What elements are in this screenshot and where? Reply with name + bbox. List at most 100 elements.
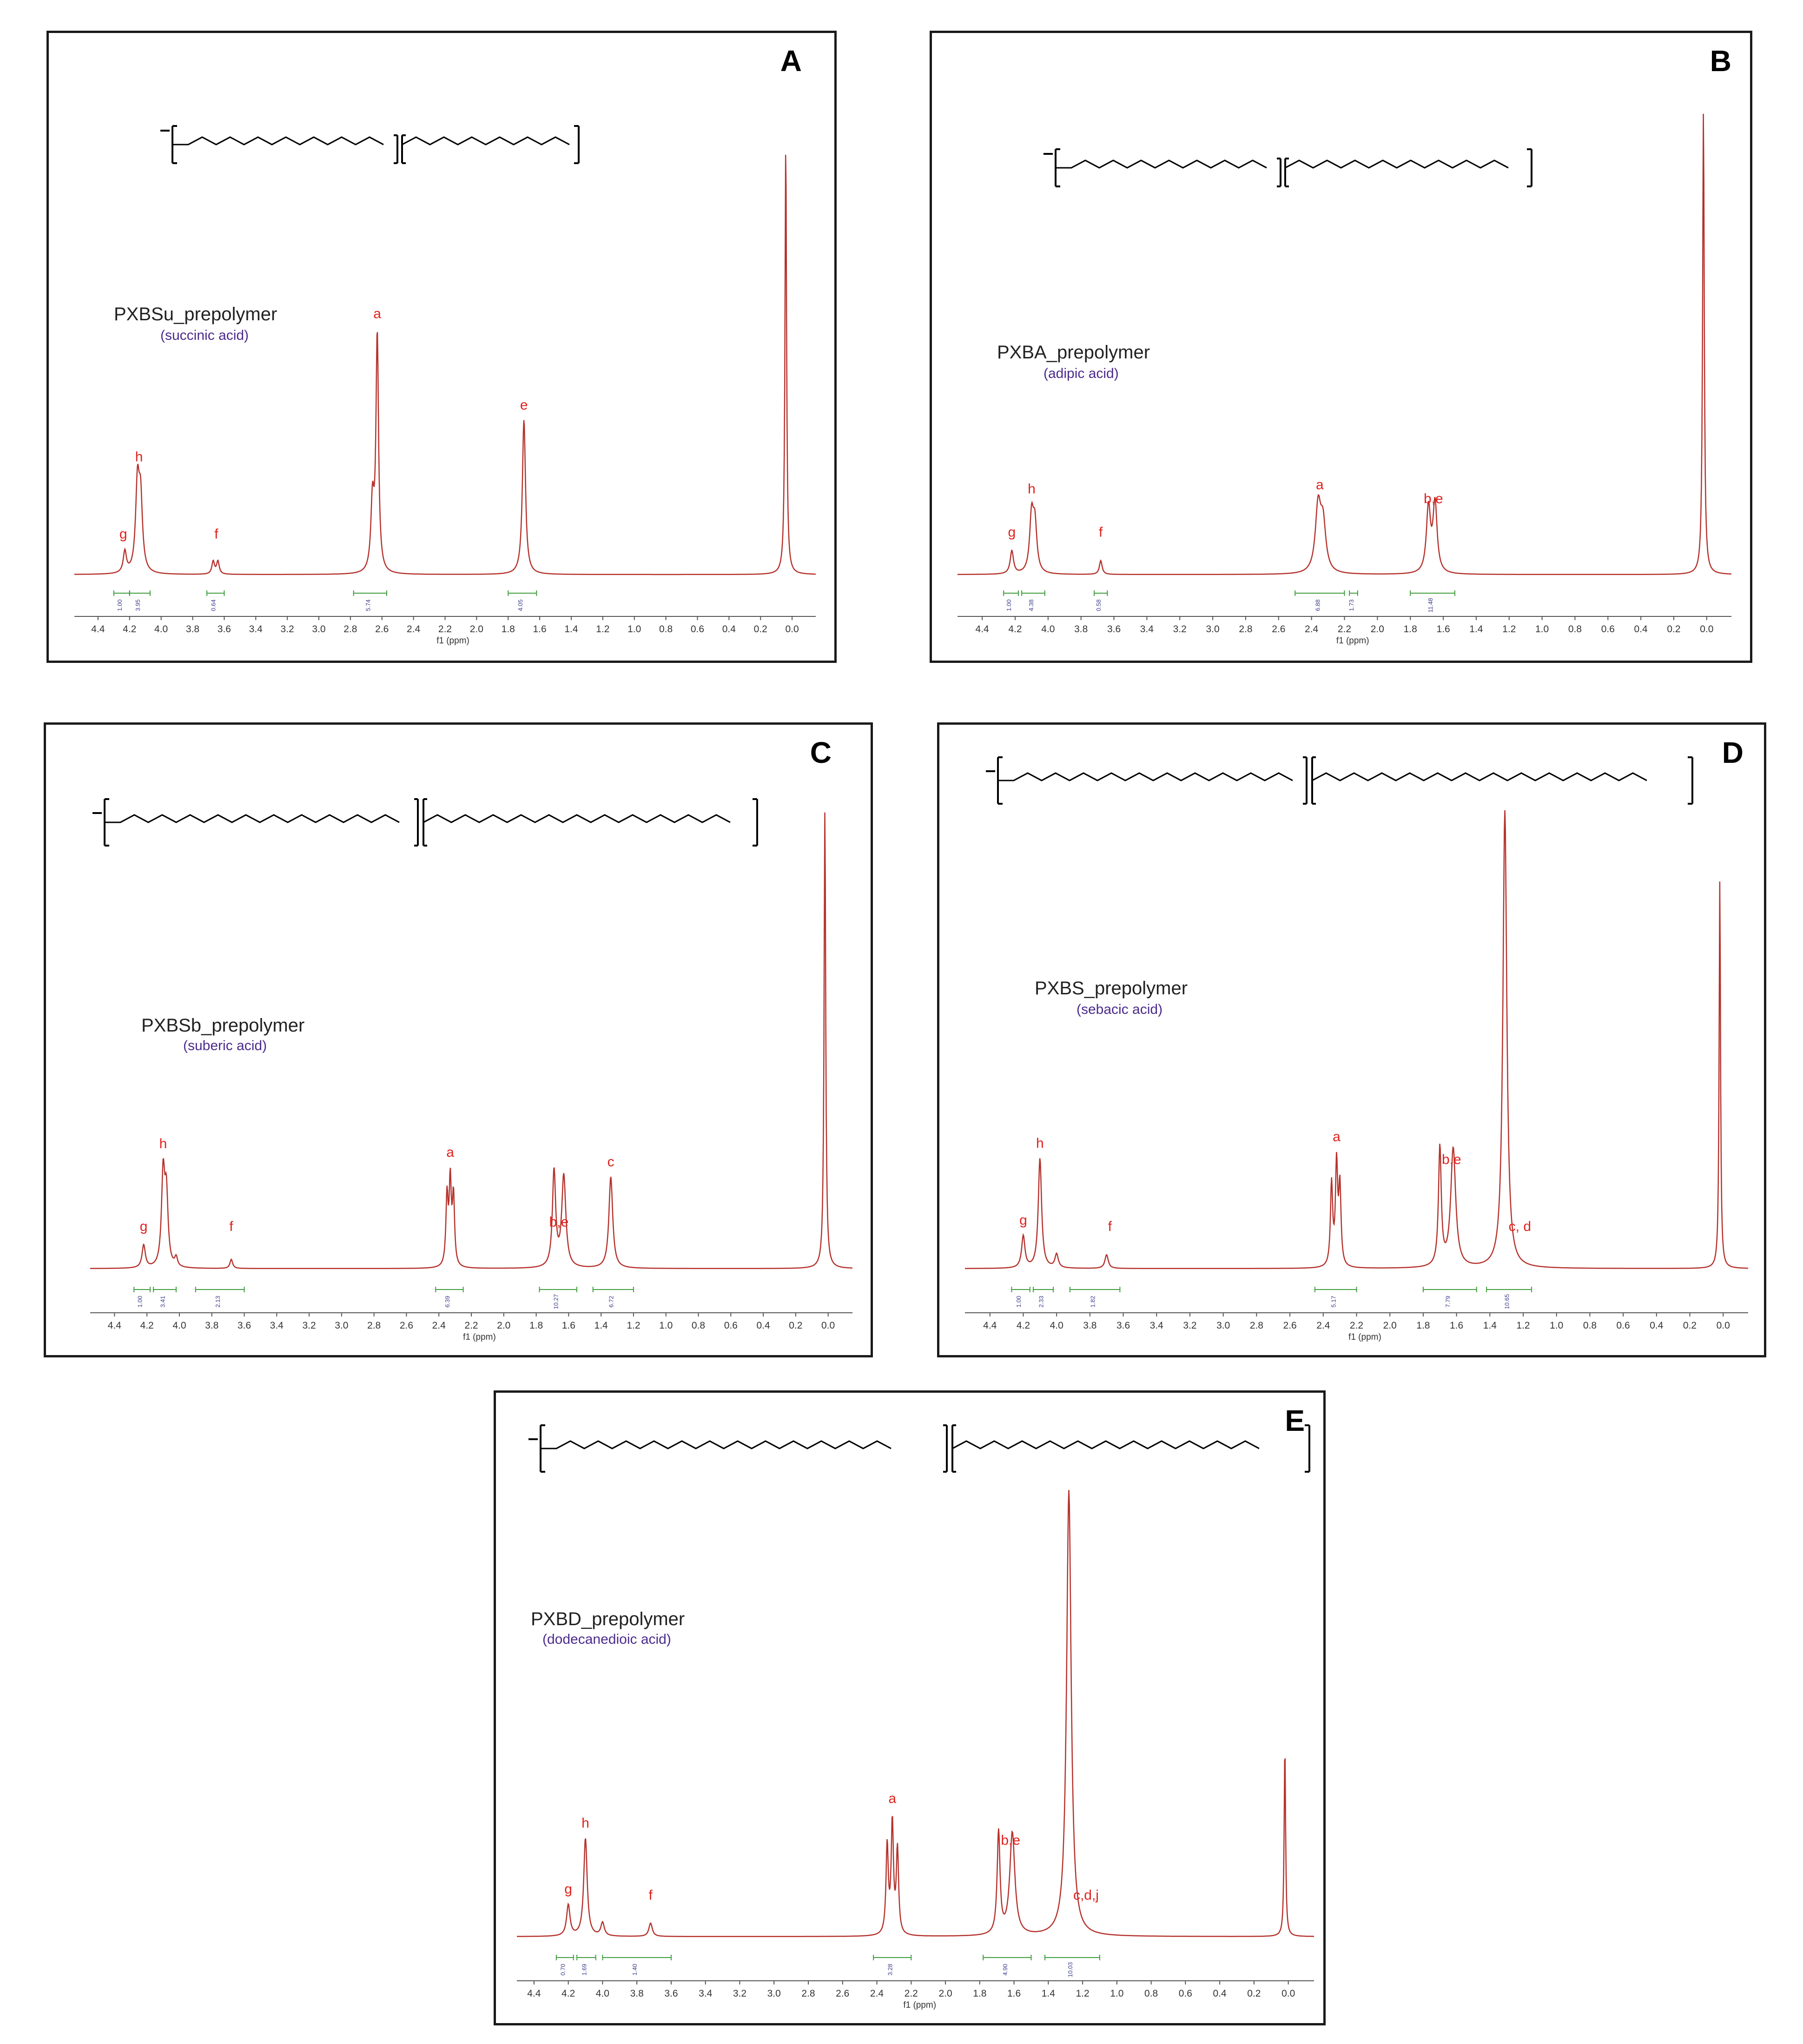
x-tick-label: 2.8	[1239, 624, 1252, 635]
x-tick-label: 0.4	[1634, 624, 1648, 635]
peak-label: f	[214, 527, 218, 542]
spectrum-trace	[517, 1490, 1314, 1938]
integral-value: 3.95	[134, 599, 141, 611]
x-tick-label: 3.2	[1183, 1320, 1196, 1331]
structure-diagram	[986, 756, 1693, 805]
x-tick-label: 0.6	[691, 624, 704, 635]
x-tick-label: 1.4	[594, 1320, 608, 1331]
x-tick-label: 3.2	[302, 1320, 316, 1331]
integral-value: 5.17	[1330, 1296, 1337, 1307]
x-tick-label: 2.4	[870, 1988, 884, 1999]
integral-region: 5.74	[353, 590, 387, 611]
integral-region: 1.00	[1003, 590, 1019, 611]
integral-value: 1.40	[631, 1964, 638, 1975]
x-tick-label: 0.4	[1650, 1320, 1664, 1331]
sample-name: PXBD_prepolymer	[531, 1609, 685, 1629]
x-tick-label: 0.2	[754, 624, 767, 635]
integral-region: 6.88	[1294, 590, 1345, 611]
integral-region: 4.38	[1021, 590, 1045, 611]
spectrum-trace	[958, 113, 1731, 575]
x-tick-label: 3.6	[664, 1988, 678, 1999]
x-tick-label: 3.4	[699, 1988, 713, 1999]
x-tick-label: 0.0	[1717, 1320, 1730, 1331]
x-tick-label: 0.8	[1144, 1988, 1158, 1999]
peak-label: a	[888, 1791, 896, 1806]
x-tick-label: 1.6	[1450, 1320, 1463, 1331]
x-tick-label: 4.4	[527, 1988, 541, 1999]
x-tick-label: 4.4	[91, 624, 105, 635]
x-tick-label: 1.4	[1042, 1988, 1056, 1999]
peak-label: c,d,j	[1073, 1887, 1099, 1903]
integral-value: 4.38	[1028, 599, 1035, 611]
x-axis-label: f1 (ppm)	[463, 1332, 496, 1342]
x-tick-label: 3.4	[270, 1320, 284, 1331]
x-tick-label: 4.0	[172, 1320, 186, 1331]
peak-label: h	[1036, 1136, 1044, 1151]
integral-region: 2.33	[1032, 1287, 1054, 1308]
x-tick-label: 2.2	[438, 624, 452, 635]
x-tick-label: 2.0	[470, 624, 483, 635]
x-tick-label: 3.6	[238, 1320, 251, 1331]
peak-label: b,e	[549, 1215, 569, 1230]
x-tick-label: 0.4	[756, 1320, 770, 1331]
peak-label: a	[446, 1145, 454, 1160]
x-tick-label: 3.0	[312, 624, 325, 635]
x-tick-label: 0.6	[724, 1320, 738, 1331]
x-tick-label: 1.8	[973, 1988, 986, 1999]
panel-d: D PXBS_prepolymer (sebacic acid) 4.4 4.2 4…	[937, 722, 1766, 1357]
peak-label: c	[608, 1154, 614, 1170]
peak-label: h	[1028, 481, 1036, 496]
panel-letter: B	[1710, 44, 1731, 78]
x-axis: 4.4 4.2 4.0 3.8 3.6 3.4 3.2 3.0 2.8 2.6 2.4 2.2 2.0 1…	[965, 1312, 1748, 1342]
x-tick-label: 2.6	[400, 1320, 413, 1331]
integral-value: 0.70	[559, 1964, 566, 1975]
panel-letter: D	[1722, 736, 1744, 769]
panel-e: E PXBD_prepolymer (dodecanedioic acid) 4…	[494, 1390, 1326, 2025]
acid-name: (suberic acid)	[183, 1038, 267, 1053]
acid-name: (adipic acid)	[1043, 366, 1119, 381]
peak-label: g	[1019, 1213, 1027, 1228]
x-tick-label: 1.0	[627, 624, 641, 635]
spectrum-e: E PXBD_prepolymer (dodecanedioic acid) 4…	[517, 1404, 1314, 2010]
integral-value: 2.33	[1038, 1296, 1045, 1307]
x-tick-label: 0.0	[1281, 1988, 1295, 1999]
integral-value: 0.64	[210, 599, 217, 611]
panel-c: C PXBSb_prepolymer (suberic acid) 4.4 4.2…	[44, 722, 873, 1357]
integral-region: 10.03	[1044, 1955, 1100, 1977]
x-tick-label: 1.8	[1416, 1320, 1430, 1331]
acid-name: (sebacic acid)	[1077, 1002, 1162, 1017]
integral-region: 1.40	[602, 1955, 672, 1976]
x-tick-label: 1.6	[533, 624, 547, 635]
x-tick-label: 4.2	[1008, 624, 1022, 635]
x-tick-label: 3.0	[767, 1988, 781, 1999]
x-axis-label: f1 (ppm)	[1336, 636, 1369, 646]
integral-region: 3.95	[129, 590, 151, 611]
integral-region: 1.82	[1069, 1287, 1121, 1308]
x-axis-label: f1 (ppm)	[436, 636, 469, 646]
sample-name: PXBSb_prepolymer	[141, 1015, 304, 1036]
x-tick-label: 3.4	[1150, 1320, 1164, 1331]
x-axis: 4.4 4.2 4.0 3.8 3.6 3.4 3.2 3.0 2.8 2.6 2.4 2.2 2.0 1…	[74, 616, 816, 646]
x-tick-label: 1.4	[1469, 624, 1483, 635]
x-tick-label: 0.2	[1667, 624, 1680, 635]
x-tick-label: 0.0	[785, 624, 799, 635]
x-tick-label: 0.0	[1700, 624, 1713, 635]
x-tick-label: 1.4	[564, 624, 578, 635]
x-tick-label: 2.4	[432, 1320, 446, 1331]
x-tick-label: 0.8	[1583, 1320, 1597, 1331]
integral-region: 1.73	[1348, 590, 1358, 611]
x-tick-label: 1.0	[1110, 1988, 1123, 1999]
spectrum-b: B PXBA_prepolymer (adipic acid) 4.4 4.2 4.…	[958, 44, 1731, 646]
integral-value: 7.79	[1444, 1296, 1451, 1307]
x-tick-label: 1.8	[1404, 624, 1417, 635]
x-tick-label: 3.6	[1107, 624, 1121, 635]
x-tick-label: 1.0	[1535, 624, 1549, 635]
spectrum-trace	[74, 154, 816, 575]
integral-region: 7.79	[1422, 1287, 1477, 1308]
x-tick-label: 3.0	[1206, 624, 1219, 635]
structure-diagram	[92, 798, 758, 847]
x-tick-label: 4.4	[976, 624, 990, 635]
integral-region: 4.05	[508, 590, 537, 611]
panel-b: B PXBA_prepolymer (adipic acid) 4.4 4.2 4.…	[930, 31, 1752, 663]
x-tick-label: 2.2	[1338, 624, 1351, 635]
